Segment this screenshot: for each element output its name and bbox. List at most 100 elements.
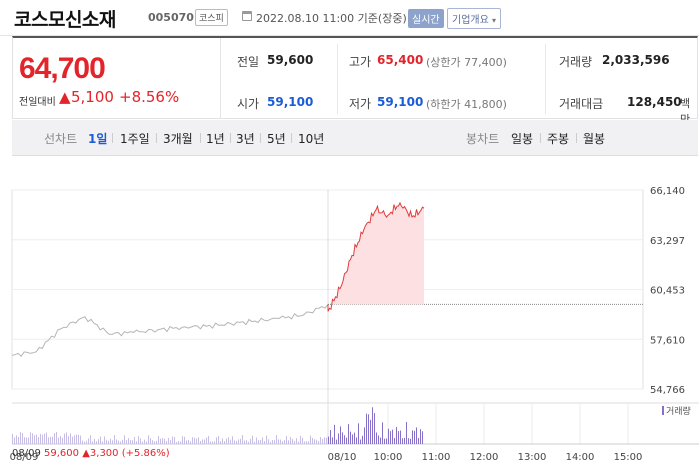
volume-bar xyxy=(260,439,261,444)
tab-1d[interactable]: 1일 xyxy=(88,132,108,146)
volume-bar xyxy=(304,441,305,444)
volume-bar xyxy=(58,437,59,444)
volume-bar xyxy=(134,436,135,444)
volume-bar xyxy=(92,441,93,444)
volume-bar xyxy=(352,434,353,444)
volume-bar xyxy=(252,435,253,444)
volume-bar xyxy=(376,432,377,444)
volume-bar xyxy=(340,426,341,444)
volume-bar xyxy=(350,431,351,444)
volume-bar xyxy=(240,438,241,444)
volume-bar xyxy=(268,439,269,444)
y-tick-label: 60,453 xyxy=(650,286,685,297)
volume-bar xyxy=(168,438,169,444)
open-label: 시가 xyxy=(237,97,260,111)
volume-bar xyxy=(254,441,255,444)
volume-bar xyxy=(90,435,91,444)
volume-bar xyxy=(196,438,197,444)
volume-bar xyxy=(318,440,319,444)
volume-bar xyxy=(50,436,51,444)
realtime-button[interactable]: 실시간 xyxy=(408,9,444,28)
volume-bar xyxy=(326,437,327,444)
intraday-chart[interactable]: 66,140 63,297 60,453 57,610 54,766 08/09 08/10… xyxy=(0,176,699,470)
volume-bar xyxy=(246,440,247,444)
change-value: 5,100 xyxy=(71,88,114,106)
volume-bar xyxy=(44,433,45,444)
volume-bar xyxy=(262,437,263,444)
prev-day-summary: 08/09 59,600 ▲3,300 (+5.86%) xyxy=(12,448,170,459)
volume-bar xyxy=(218,435,219,444)
volume-bar xyxy=(248,441,249,444)
volume-bar xyxy=(30,432,31,444)
volume-bar xyxy=(178,440,179,444)
company-overview-button[interactable]: 기업개요 ▾ xyxy=(447,8,502,29)
volume-bar xyxy=(120,441,121,444)
volume-bar xyxy=(230,439,231,444)
x-tick-label: 12:00 xyxy=(470,452,499,463)
volume-bar xyxy=(314,439,315,444)
volume-bar xyxy=(94,438,95,444)
volume-bar xyxy=(312,437,313,444)
volume-bar xyxy=(258,440,259,444)
volume-bar xyxy=(86,440,87,444)
tab-daily[interactable]: 일봉 xyxy=(511,132,534,146)
volume-bar xyxy=(292,438,293,444)
volume-bar xyxy=(236,440,237,444)
tab-weekly[interactable]: 주봉 xyxy=(547,132,570,146)
volume-bar xyxy=(264,441,265,444)
volume-bar xyxy=(148,435,149,444)
volume-bar xyxy=(212,441,213,444)
volume-bar xyxy=(68,436,69,444)
volume-bar xyxy=(208,435,209,444)
y-tick-label: 54,766 xyxy=(650,385,685,396)
volume-bar xyxy=(384,438,385,444)
x-tick-label: 10:00 xyxy=(374,452,403,463)
volume-bar xyxy=(276,435,277,444)
volume-bar xyxy=(156,440,157,444)
volume-bar xyxy=(364,427,365,444)
volume-bar xyxy=(74,435,75,444)
tab-10y[interactable]: 10년 xyxy=(298,132,325,146)
volume-bar xyxy=(266,435,267,444)
volume-bar xyxy=(392,429,393,444)
volume-bar xyxy=(316,439,317,444)
tab-3y[interactable]: 3년 xyxy=(236,132,255,146)
volume-bar xyxy=(274,440,275,444)
tab-1w[interactable]: 1주일 xyxy=(120,132,150,146)
volume-bar xyxy=(194,437,195,444)
volume-bar xyxy=(26,437,27,444)
volume-bar xyxy=(124,435,125,444)
volume-bar xyxy=(214,441,215,444)
quote-date: 2022.08.10 11:00 기준(장중) xyxy=(256,12,407,25)
summary-price: 59,600 xyxy=(44,448,80,459)
volume-bar xyxy=(204,439,205,444)
up-arrow-icon: ▲ xyxy=(59,88,71,106)
volume-bar xyxy=(20,432,21,444)
volume-bar xyxy=(320,436,321,444)
volume-bar xyxy=(220,441,221,444)
volume-bar xyxy=(184,436,185,444)
low-value: 59,100 xyxy=(377,95,424,109)
volume-bar xyxy=(190,441,191,444)
x-tick-label: 08/09 xyxy=(10,452,39,463)
amount-label: 거래대금 xyxy=(559,97,604,111)
volume-bar xyxy=(414,430,415,444)
series-line-prev-day xyxy=(11,304,329,357)
market-badge: 코스피 xyxy=(195,9,228,26)
volume-bar xyxy=(158,436,159,444)
tab-1y[interactable]: 1년 xyxy=(206,132,225,146)
volume-bar xyxy=(420,429,421,444)
volume-bar xyxy=(48,437,49,444)
tab-5y[interactable]: 5년 xyxy=(267,132,286,146)
volume-bar xyxy=(356,437,357,444)
volume-bar xyxy=(378,435,379,444)
volume-bar xyxy=(12,433,13,444)
tab-3m[interactable]: 3개월 xyxy=(163,132,193,146)
high-value: 65,400 xyxy=(377,53,424,67)
volume-bar xyxy=(328,436,329,444)
volume-bar xyxy=(36,434,37,444)
prev-close-value: 59,600 xyxy=(267,53,314,67)
volume-bar xyxy=(140,438,141,444)
tab-monthly[interactable]: 월봉 xyxy=(583,132,606,146)
volume-bar xyxy=(322,439,323,444)
